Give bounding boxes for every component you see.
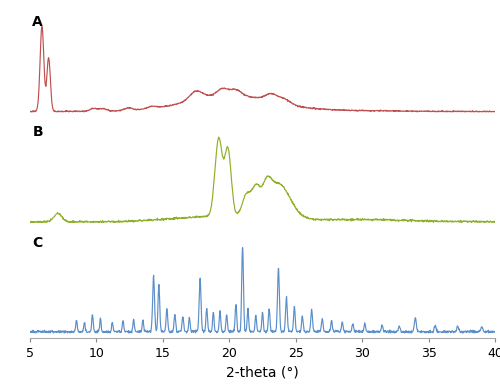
X-axis label: 2-theta (°): 2-theta (°) bbox=[226, 366, 299, 379]
Text: B: B bbox=[32, 125, 43, 139]
Text: A: A bbox=[32, 15, 43, 29]
Text: C: C bbox=[32, 236, 42, 250]
